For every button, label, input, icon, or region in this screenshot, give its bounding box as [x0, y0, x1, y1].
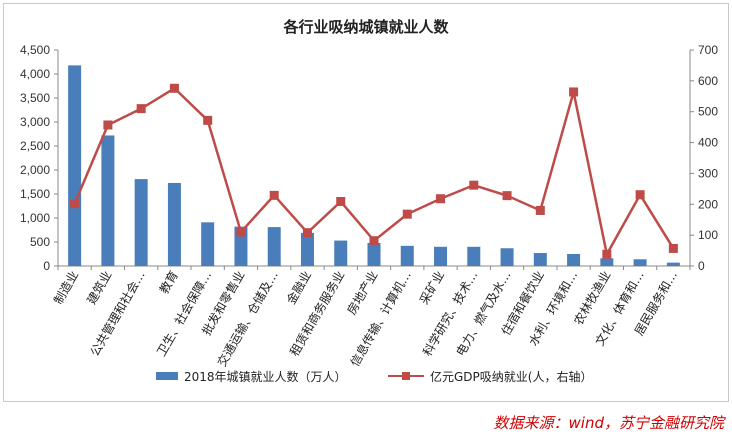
bar — [400, 245, 414, 266]
legend: 2018年城镇就业人数（万人） 亿元GDP吸纳就业(人，右轴） — [156, 369, 592, 384]
line-point — [602, 249, 612, 259]
y-right-tick-label: 200 — [698, 197, 718, 211]
series-line — [73, 86, 675, 258]
line-point — [136, 104, 146, 114]
bar-series — [68, 65, 680, 266]
line-point — [336, 197, 346, 207]
bar — [300, 232, 314, 266]
line-point — [103, 120, 113, 130]
bar — [68, 65, 82, 266]
line-point — [169, 83, 179, 93]
y-left-tick-label: 4,000 — [20, 67, 50, 81]
category-label: 房地产业 — [344, 268, 381, 317]
line-point — [635, 190, 645, 200]
line-point — [436, 194, 446, 204]
chart-title: 各行业吸纳城镇就业人数 — [282, 18, 449, 36]
legend-bar-label: 2018年城镇就业人数（万人） — [184, 369, 347, 384]
line-point — [236, 227, 246, 237]
bar — [567, 254, 581, 266]
y-left-tick-label: 1,000 — [20, 211, 50, 225]
line-point — [569, 87, 579, 97]
chart: 各行业吸纳城镇就业人数 0 500 1,000 1,500 2,000 2,500 3,00… — [20, 18, 718, 384]
bar — [101, 135, 115, 266]
legend-bar-swatch — [156, 372, 178, 380]
bar — [434, 246, 448, 266]
category-label: 制造业 — [51, 269, 81, 307]
y-left-tick-label: 2,000 — [20, 163, 50, 177]
y-right-tick-label: 0 — [698, 259, 705, 273]
line-point — [269, 190, 279, 200]
y-right-tick-label: 100 — [698, 228, 718, 242]
category-label: 采矿业 — [417, 269, 447, 307]
line-point — [535, 205, 545, 215]
bar — [467, 246, 481, 266]
line-point — [402, 209, 412, 219]
legend-line-label: 亿元GDP吸纳就业(人，右轴） — [430, 369, 592, 384]
bar — [666, 262, 680, 266]
bar — [533, 253, 547, 266]
source-note: 数据来源：wind，苏宁金融研究院 — [493, 414, 724, 432]
y-left-tick-label: 3,500 — [20, 91, 50, 105]
y-left-tick-label: 500 — [30, 235, 50, 249]
bar — [633, 259, 647, 266]
line-point — [502, 191, 512, 201]
line-point — [203, 115, 213, 125]
line-series — [70, 83, 678, 259]
line-point — [369, 236, 379, 246]
bar — [267, 227, 281, 266]
y-left-tick-label: 3,000 — [20, 115, 50, 129]
category-label: 教育 — [156, 268, 181, 296]
line-point — [70, 199, 80, 209]
bar — [367, 242, 381, 266]
bar — [167, 182, 181, 266]
chart-frame: 各行业吸纳城镇就业人数 0 500 1,000 1,500 2,000 2,500 3,00… — [3, 3, 729, 402]
line-point — [469, 180, 479, 190]
category-label: 交通运输、仓储及… — [214, 268, 281, 369]
y-left-tick-label: 1,500 — [20, 187, 50, 201]
category-label: 信息传输、计算机… — [347, 268, 414, 369]
y-right-tick-label: 500 — [698, 105, 718, 119]
y-left-tick-label: 4,500 — [20, 43, 50, 57]
y-left-tick-label: 2,500 — [20, 139, 50, 153]
line-point — [668, 243, 678, 253]
axes: 0 500 1,000 1,500 2,000 2,500 3,000 3,500 4,000 4… — [20, 43, 718, 273]
bar — [134, 179, 148, 266]
category-label: 建筑业 — [83, 268, 114, 307]
y-right-tick-label: 300 — [698, 166, 718, 180]
y-right-tick-label: 400 — [698, 136, 718, 150]
bar — [334, 240, 348, 266]
legend-line-marker — [402, 372, 410, 380]
y-left-tick-label: 0 — [43, 259, 50, 273]
y-right-tick-label: 700 — [698, 43, 718, 57]
bar — [201, 222, 215, 266]
y-right-tick-label: 600 — [698, 74, 718, 88]
category-label: 金融业 — [283, 268, 314, 307]
bar — [600, 258, 614, 266]
line-point — [302, 228, 312, 238]
bar — [500, 248, 514, 266]
